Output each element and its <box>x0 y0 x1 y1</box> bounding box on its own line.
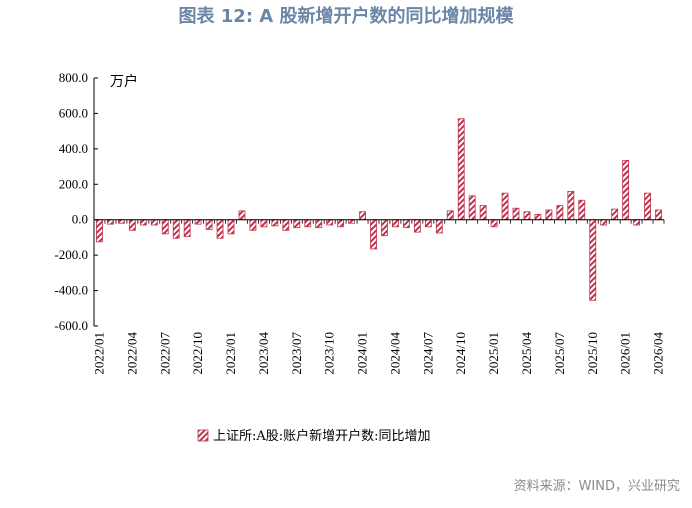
bar-2023-07 <box>293 219 301 229</box>
x-tick-label: 2024/04 <box>387 332 402 375</box>
bar-2024-03 <box>381 219 388 237</box>
bar-2023-05 <box>271 219 279 227</box>
bar-2025-12 <box>611 208 619 221</box>
y-tick-label: 200.0 <box>59 176 88 191</box>
bar-2022-06 <box>150 219 158 226</box>
bar-2023-09 <box>315 219 323 229</box>
bar-2025-06 <box>545 209 553 221</box>
bar-2025-05 <box>534 213 542 221</box>
bar-2024-12 <box>479 205 487 221</box>
bar-2023-03 <box>249 219 257 231</box>
bar-2024-01 <box>359 211 366 221</box>
legend-label: 上证所:A股:账户新增开户数:同比增加 <box>213 428 431 444</box>
bar-2024-08 <box>435 219 443 234</box>
bar-2022-11 <box>205 219 213 230</box>
y-tick-label: 600.0 <box>59 105 88 120</box>
x-tick-label: 2024/01 <box>355 332 370 375</box>
bar-2022-10 <box>194 219 202 225</box>
bar-2025-09 <box>578 199 586 221</box>
bar-2024-10 <box>457 118 465 221</box>
bar-2024-09 <box>446 210 454 221</box>
bar-2022-04 <box>128 219 136 231</box>
bar-2025-08 <box>567 190 575 221</box>
source-note: 资料来源：WIND，兴业研究 <box>513 479 680 494</box>
unit-label: 万户 <box>110 73 138 90</box>
x-tick-label: 2025/04 <box>519 332 534 375</box>
bar-2026-04 <box>655 209 662 221</box>
x-tick-label: 2024/10 <box>453 332 468 375</box>
x-tick-label: 2023/01 <box>223 332 238 375</box>
y-tick-label: 400.0 <box>59 141 88 156</box>
x-tick-label: 2022/10 <box>190 332 205 375</box>
bar-2022-08 <box>172 219 180 239</box>
bar-2025-01 <box>490 219 498 228</box>
y-tick-label: -600.0 <box>54 318 88 333</box>
bar-2025-11 <box>600 219 608 226</box>
bar-2025-02 <box>501 192 509 221</box>
x-tick-label: 2023/10 <box>322 332 337 375</box>
bar-2025-04 <box>523 211 531 221</box>
x-tick-label: 2025/01 <box>486 332 501 375</box>
bar-2024-11 <box>468 195 476 221</box>
bar-series <box>96 118 662 301</box>
x-axis: 2022/01 2022/04 2022/07 2022/10 2023/01 2023/… <box>91 219 666 375</box>
bar-2024-02 <box>370 219 377 250</box>
bar-2022-09 <box>183 219 191 237</box>
bar-2024-04 <box>392 219 399 228</box>
y-tick-label: -200.0 <box>54 247 88 262</box>
y-tick-label: 800.0 <box>59 70 88 85</box>
y-tick-label: 0.0 <box>72 212 88 227</box>
bar-2022-12 <box>216 219 224 239</box>
x-tick-label: 2022/07 <box>157 332 172 375</box>
bar-2023-04 <box>260 219 268 228</box>
bar-2023-10 <box>326 219 334 226</box>
bar-2023-01 <box>227 219 235 235</box>
x-tick-label: 2023/04 <box>256 332 271 375</box>
bar-2025-10 <box>589 219 597 301</box>
legend-swatch <box>197 429 209 442</box>
x-tick-label: 2024/07 <box>420 332 435 375</box>
bar-2022-07 <box>161 219 169 235</box>
x-tick-label: 2023/07 <box>289 332 304 375</box>
bar-2026-03 <box>644 192 651 221</box>
bar-2022-01 <box>96 219 103 243</box>
bar-2022-05 <box>139 219 147 226</box>
legend: 上证所:A股:账户新增开户数:同比增加 <box>197 428 431 444</box>
bar-2024-07 <box>424 219 432 228</box>
bar-2026-02 <box>633 219 641 226</box>
x-tick-label: 2025/10 <box>585 332 600 375</box>
x-tick-label: 2026/04 <box>651 332 666 375</box>
bar-2025-07 <box>556 205 564 221</box>
x-tick-label: 2026/01 <box>618 332 633 375</box>
bar-2022-03 <box>117 219 125 224</box>
bar-2023-08 <box>304 219 312 228</box>
bar-2023-11 <box>337 219 345 228</box>
bar-2025-03 <box>512 207 520 221</box>
bar-2023-12 <box>348 219 356 224</box>
x-tick-label: 2022/01 <box>91 332 106 375</box>
x-tick-label: 2022/04 <box>124 332 139 375</box>
bar-2023-02 <box>238 210 246 221</box>
bar-2024-05 <box>402 219 410 229</box>
bar-2022-02 <box>107 219 114 225</box>
bar-2026-01 <box>622 159 630 221</box>
chart-title: 图表 12: A 股新增开户数的同比增加规模 <box>178 6 514 27</box>
y-axis: 800.0 600.0 400.0 200.0 0.0 -200.0 -400.0 -600.… <box>54 70 98 333</box>
bar-2023-06 <box>282 219 290 231</box>
x-tick-label: 2025/07 <box>552 332 567 375</box>
bar-2024-06 <box>413 219 421 233</box>
y-tick-label: -400.0 <box>54 283 88 298</box>
